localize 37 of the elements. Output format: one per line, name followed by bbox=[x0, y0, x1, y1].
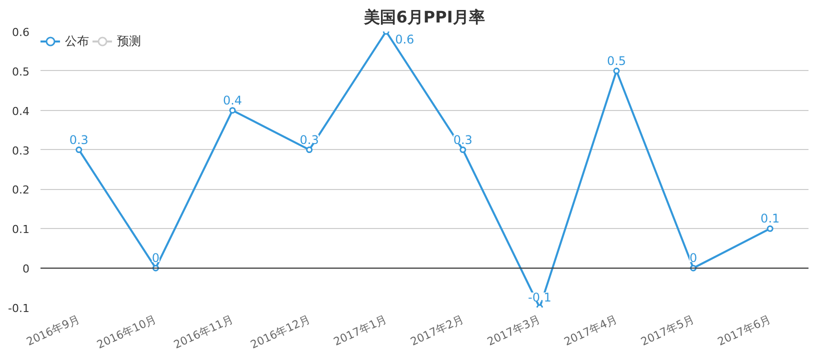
point bbox=[229, 107, 236, 114]
point bbox=[306, 146, 313, 154]
x-tick-label: 2016年12月 bbox=[248, 312, 312, 352]
x-tick-label: 2016年10月 bbox=[94, 312, 158, 352]
y-tick-label: 0.3 bbox=[12, 144, 30, 158]
x-tick-label: 2017年5月 bbox=[638, 312, 696, 348]
y-tick-label: 0.4 bbox=[12, 104, 30, 118]
data-label: 0.3 bbox=[453, 132, 472, 147]
y-tick-label: -0.1 bbox=[8, 302, 30, 315]
data-label: -0.1 bbox=[528, 290, 552, 304]
x-tick-label: 2016年9月 bbox=[24, 312, 82, 348]
x-tick-label: 2017年2月 bbox=[408, 312, 466, 348]
y-tick-label: 0.5 bbox=[12, 65, 30, 78]
data-label: 0.6 bbox=[395, 32, 414, 46]
y-tick-label: 0.6 bbox=[12, 26, 30, 39]
y-tick-label: 0 bbox=[22, 262, 30, 276]
y-tick-label: 0.1 bbox=[12, 223, 30, 236]
x-tick-label: 2017年4月 bbox=[562, 312, 620, 348]
data-label: 0.4 bbox=[222, 93, 242, 108]
data-label: 0 bbox=[689, 251, 698, 266]
point bbox=[766, 225, 774, 232]
point bbox=[76, 146, 82, 154]
data-label: 0.3 bbox=[300, 132, 319, 147]
data-label: 0 bbox=[152, 251, 160, 266]
point bbox=[613, 68, 620, 74]
data-label: 0.1 bbox=[760, 212, 780, 226]
data-label: 0.5 bbox=[606, 54, 626, 68]
legend-label: 预测 bbox=[117, 32, 141, 50]
x-tick-label: 2017年3月 bbox=[485, 312, 542, 348]
x-tick-label: 2017年1月 bbox=[332, 312, 389, 348]
data-label: 0.3 bbox=[69, 132, 88, 147]
x-tick-label: 2016年11月 bbox=[172, 312, 236, 352]
x-tick-label: 2017年6月 bbox=[716, 312, 773, 348]
point bbox=[460, 146, 466, 154]
legend-label: 公布 bbox=[65, 32, 89, 50]
y-tick-label: 0.2 bbox=[12, 184, 30, 197]
chart-title: 美国6月PPI月率 bbox=[363, 8, 485, 26]
